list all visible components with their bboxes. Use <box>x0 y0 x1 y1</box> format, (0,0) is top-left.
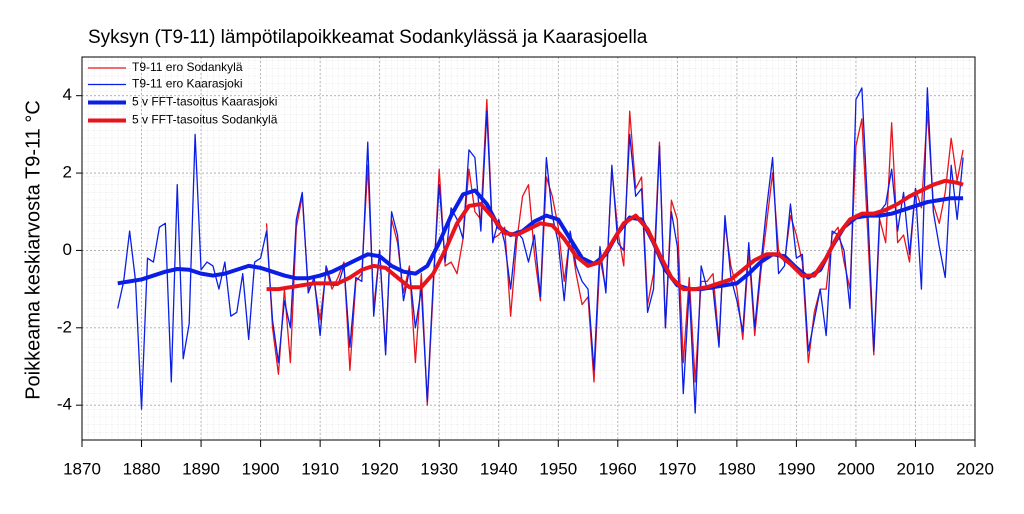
x-tick-label: 1940 <box>480 459 518 478</box>
legend-label: T9-11 ero Kaarasjoki <box>132 77 243 91</box>
x-tick-label: 1930 <box>420 459 458 478</box>
x-tick-label: 1980 <box>718 459 756 478</box>
legend-label: 5 v FFT-tasoitus Sodankylä <box>132 113 278 127</box>
x-tick-label: 1880 <box>123 459 161 478</box>
x-tick-label: 1900 <box>242 459 280 478</box>
x-tick-label: 1960 <box>599 459 637 478</box>
minor-grid <box>82 57 975 440</box>
x-tick-label: 1970 <box>658 459 696 478</box>
plot-frame <box>81 56 976 441</box>
chart-title: Syksyn (T9-11) lämpötilapoikkeamat Sodan… <box>88 27 648 48</box>
x-tick-label: 1950 <box>539 459 577 478</box>
x-tick-label: 1870 <box>63 459 101 478</box>
y-axis-label: Poikkeama keskiarvosta T9-11 °C <box>22 100 44 400</box>
y-tick-label: -2 <box>57 317 72 336</box>
x-tick-label: 2000 <box>837 459 875 478</box>
x-tick-label: 1910 <box>301 459 339 478</box>
y-tick-label: -4 <box>57 395 72 414</box>
x-tick-label: 1990 <box>777 459 815 478</box>
legend-label: T9-11 ero Sodankylä <box>132 60 243 74</box>
y-tick-label: 4 <box>63 85 72 104</box>
series-line <box>117 87 964 414</box>
series-line <box>266 178 964 292</box>
x-tick-label: 2020 <box>956 459 994 478</box>
y-tick-label: 2 <box>63 163 72 182</box>
legend-label: 5 v FFT-tasoitus Kaarasjoki <box>132 95 277 109</box>
y-tick-label: 0 <box>63 240 72 259</box>
x-tick-label: 1890 <box>182 459 220 478</box>
x-tick-label: 1920 <box>361 459 399 478</box>
x-tick-label: 2010 <box>897 459 935 478</box>
